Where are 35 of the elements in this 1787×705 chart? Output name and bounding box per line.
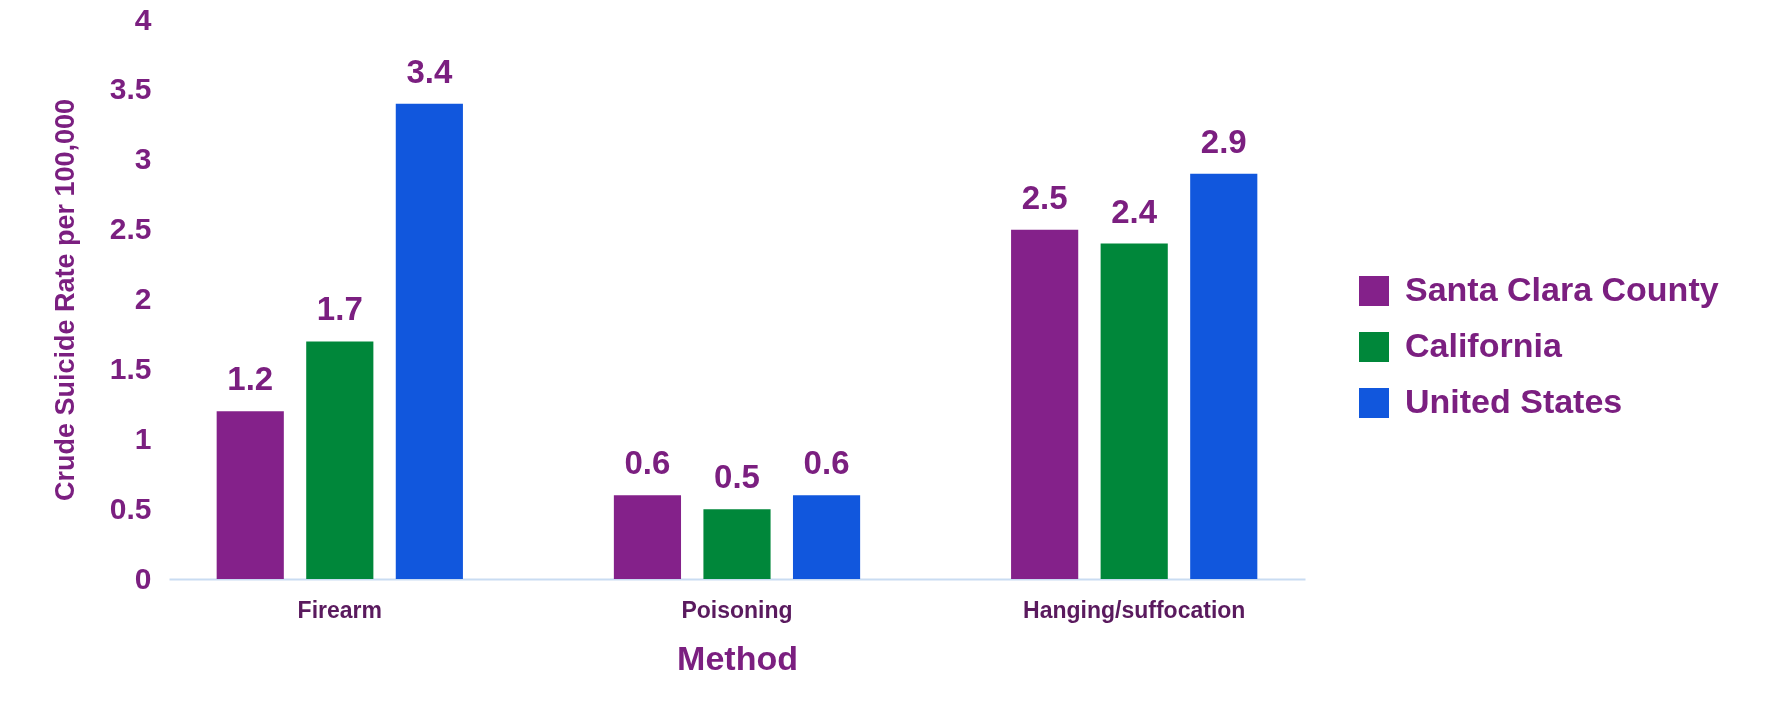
y-tick-label: 2.5 — [109, 212, 152, 246]
y-axis-title: Crude Suicide Rate per 100,000 — [49, 98, 80, 502]
y-tick-label: 1 — [134, 421, 152, 455]
x-tick-label: Hanging/suffocation — [1023, 596, 1246, 623]
data-label: 0.5 — [714, 458, 760, 496]
data-label: 1.2 — [227, 360, 274, 398]
y-tick-label: 0.5 — [109, 491, 152, 525]
bar — [613, 495, 682, 579]
bar — [792, 495, 861, 579]
data-label: 3.4 — [406, 52, 453, 90]
data-label: 0.6 — [803, 444, 850, 482]
bar — [216, 411, 284, 579]
legend-label: Santa Clara County — [1405, 270, 1719, 308]
y-tick-label: 2 — [134, 282, 152, 315]
legend-label: California — [1405, 326, 1563, 364]
x-tick-label: Poisoning — [681, 596, 793, 623]
data-label: 1.7 — [316, 290, 363, 328]
y-tick-label: 3 — [134, 142, 152, 176]
x-tick-label: Firearm — [297, 596, 382, 623]
legend-label: United States — [1405, 382, 1623, 420]
bar — [1190, 173, 1258, 579]
x-axis-title: Method — [677, 638, 798, 677]
y-tick-label: 3.5 — [109, 72, 152, 106]
bar — [306, 341, 374, 579]
y-tick-label: 1.5 — [109, 351, 152, 385]
bar — [703, 509, 771, 579]
bar — [1011, 229, 1079, 579]
data-label: 0.6 — [624, 444, 671, 482]
bar — [395, 103, 463, 579]
bar — [1100, 243, 1168, 579]
data-label: 2.5 — [1021, 178, 1068, 216]
y-tick-label: 4 — [134, 2, 152, 36]
data-label: 2.9 — [1200, 122, 1247, 160]
y-tick-label: 0 — [134, 561, 152, 595]
data-label: 2.4 — [1111, 192, 1158, 230]
